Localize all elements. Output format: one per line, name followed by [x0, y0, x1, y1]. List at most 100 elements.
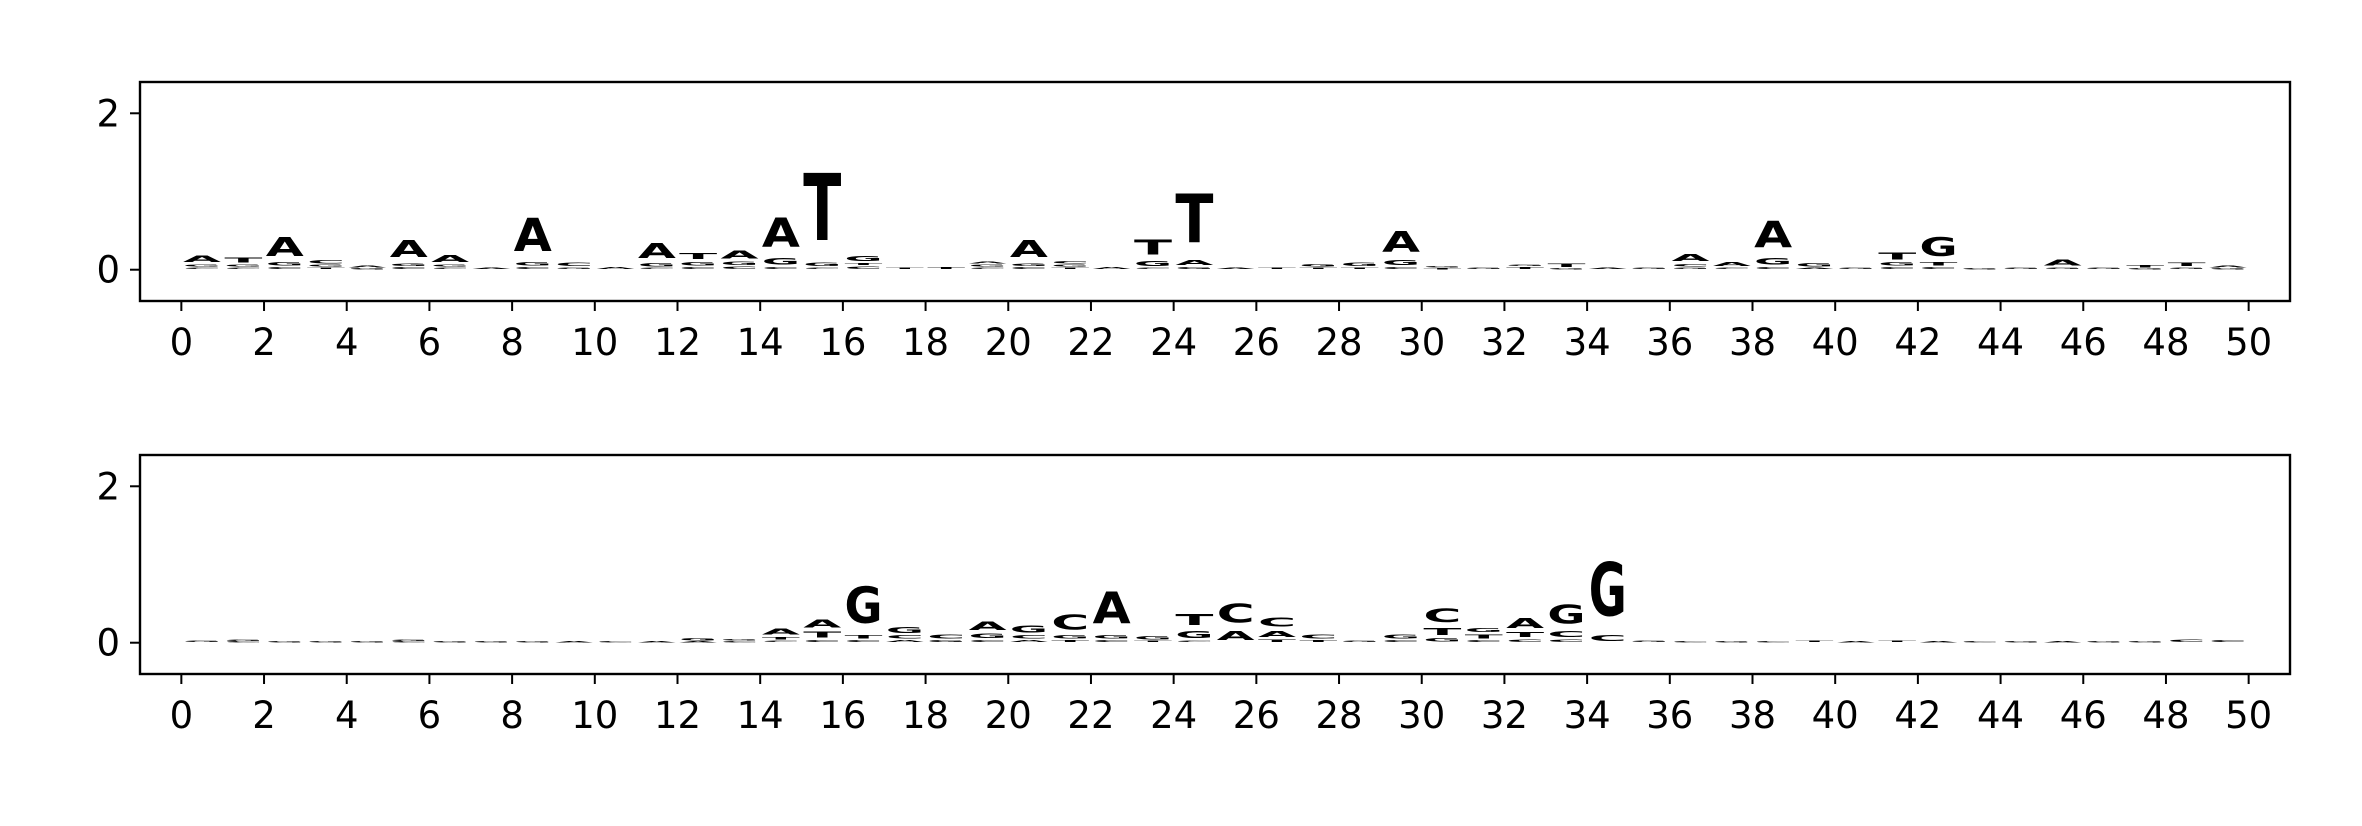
logo-letter-A: A — [803, 618, 842, 630]
logo-letter-G: G — [307, 641, 345, 643]
logo-letter-A: A — [1093, 267, 1131, 270]
logo-letter-T: T — [1299, 267, 1337, 269]
logo-letter-T: T — [1878, 640, 1916, 642]
logo-letter-G: G — [845, 577, 883, 635]
logo-letter-G: G — [1341, 640, 1379, 642]
logo-letter-T: T — [1878, 250, 1917, 262]
logo-letter-C: C — [514, 267, 552, 270]
logo-letter-T: T — [1134, 640, 1172, 642]
x-tick-label: 34 — [1564, 694, 1611, 737]
logo-letter-G: G — [2002, 641, 2040, 643]
logo-letter-G: G — [927, 640, 965, 643]
x-tick-label: 42 — [1894, 694, 1941, 737]
logo-letter-T: T — [1547, 263, 1585, 268]
x-tick-label: 18 — [902, 694, 949, 737]
logo-letter-G: G — [1713, 641, 1751, 643]
logo-letter-C: C — [1754, 267, 1792, 270]
logo-letter-T: T — [1258, 267, 1296, 269]
logo-letter-T: T — [307, 267, 345, 269]
logo-letter-G: G — [1837, 267, 1875, 269]
logo-letter-A: A — [2209, 265, 2247, 268]
logo-letter-T: T — [1051, 267, 1089, 269]
logo-letter-C: C — [1547, 630, 1585, 639]
letter-stacks: G CGG G G CGG G G A C A AGCGCTACTACTGACGGCCGAACGTG… — [183, 549, 2247, 643]
logo-letter-G: G — [2085, 641, 2123, 643]
logo-letter-A: A — [1671, 253, 1710, 264]
logo-letter-G: G — [431, 641, 469, 643]
logo-letter-G: G — [224, 640, 262, 642]
logo-letter-A: A — [390, 236, 429, 263]
logo-letter-C: C — [1051, 611, 1089, 634]
logo-letter-G: G — [2168, 267, 2206, 269]
logo-letter-C: C — [1051, 260, 1089, 264]
x-tick-label: 24 — [1150, 694, 1197, 737]
logo-letter-A: A — [266, 233, 305, 262]
x-tick-label: 26 — [1233, 321, 1280, 364]
logo-letter-C: C — [679, 267, 717, 270]
logo-letter-A: A — [431, 253, 470, 265]
x-tick-label: 32 — [1481, 321, 1528, 364]
logo-letter-G: G — [1010, 263, 1048, 267]
logo-letter-C: C — [638, 267, 676, 269]
x-tick-label: 22 — [1067, 321, 1114, 364]
logo-letter-C: C — [1382, 267, 1420, 270]
logo-letter-C: C — [1465, 640, 1503, 643]
logo-letter-G: G — [1134, 260, 1172, 268]
logo-letter-A: A — [1093, 583, 1131, 634]
logo-letter-T: T — [1506, 267, 1544, 270]
x-tick-label: 20 — [985, 321, 1032, 364]
logo-letter-G: G — [1630, 267, 1668, 269]
logo-letter-C: C — [1217, 599, 1255, 629]
logo-letter-G: G — [514, 262, 552, 267]
logo-letter-T: T — [679, 252, 717, 261]
logo-letter-G: G — [1465, 267, 1503, 269]
logo-letter-C: C — [1093, 640, 1131, 643]
logo-letter-G: G — [1051, 634, 1089, 640]
logo-letter-T: T — [1341, 267, 1379, 269]
logo-letter-C: C — [1961, 641, 1999, 643]
logo-letter-C: C — [1589, 633, 1627, 642]
logo-letter-A: A — [1713, 261, 1751, 267]
logo-letter-T: T — [803, 630, 841, 639]
logo-letter-A: A — [348, 265, 386, 268]
logo-letter-G: G — [555, 267, 593, 269]
x-tick-label: 38 — [1729, 321, 1776, 364]
x-tick-label: 8 — [500, 321, 524, 364]
x-tick-label: 2 — [252, 694, 276, 737]
logo-letter-G: G — [2126, 268, 2164, 270]
logo-letter-T: T — [845, 263, 883, 266]
logo-letter-C: C — [803, 267, 841, 269]
x-tick-label: 42 — [1894, 321, 1941, 364]
logo-letter-A: A — [1837, 641, 1875, 643]
logo-letter-T: T — [1920, 262, 1958, 267]
logo-letter-C: C — [1258, 615, 1296, 629]
x-tick-label: 28 — [1315, 321, 1362, 364]
logo-letter-T: T — [927, 267, 965, 270]
logo-letter-T: T — [803, 155, 841, 261]
logo-letter-C: C — [886, 635, 924, 640]
x-tick-label: 36 — [1646, 321, 1693, 364]
x-tick-label: 28 — [1315, 694, 1362, 737]
logo-letter-G: G — [472, 641, 510, 643]
logo-letter-A: A — [638, 239, 676, 263]
logo-letter-G: G — [183, 640, 221, 642]
logo-letter-G: G — [266, 641, 304, 643]
logo-letter-C: C — [845, 640, 883, 643]
logo-letter-T: T — [2126, 264, 2164, 268]
logo-letter-G: G — [514, 641, 552, 643]
logo-letter-G: G — [1547, 600, 1585, 630]
logo-letter-G: G — [266, 262, 304, 267]
x-tick-label: 0 — [170, 694, 194, 737]
logo-letter-C: C — [390, 267, 428, 270]
logo-letter-A: A — [1754, 215, 1792, 257]
logo-letter-G: G — [1465, 627, 1503, 633]
logo-letter-C: C — [1878, 267, 1916, 270]
x-tick-label: 30 — [1398, 321, 1445, 364]
logo-letter-T: T — [224, 257, 262, 265]
logo-letter-G: G — [1341, 262, 1379, 268]
x-tick-label: 32 — [1481, 694, 1528, 737]
logo-letter-T: T — [1299, 640, 1337, 643]
